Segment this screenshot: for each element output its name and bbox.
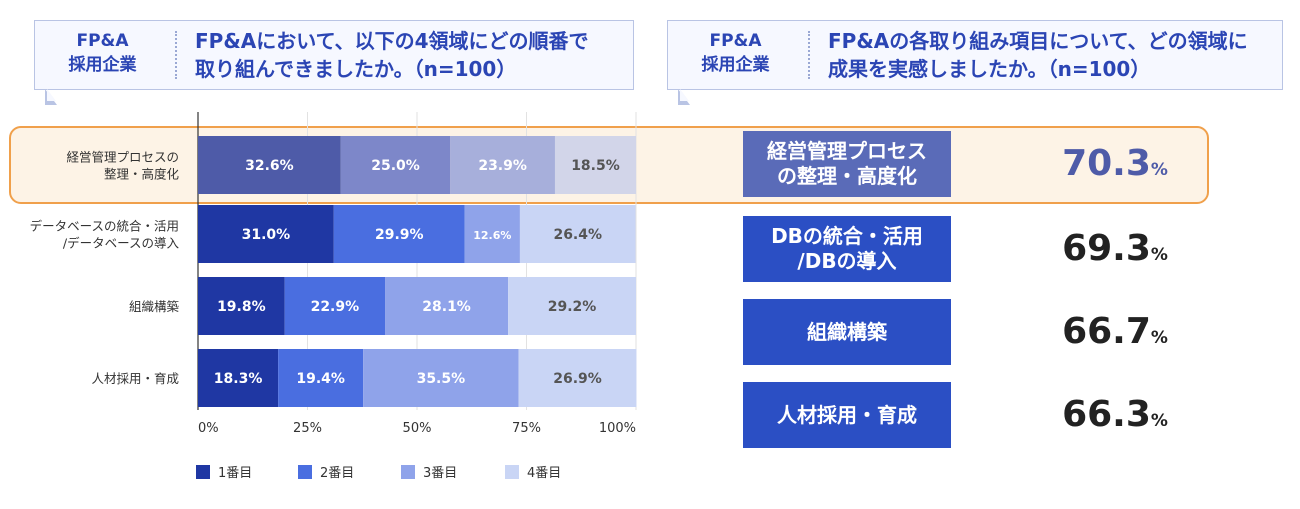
result-value-number: 66.3 <box>1062 394 1151 435</box>
right-tag: FP&A 採用企業 <box>668 29 803 77</box>
right-separator <box>808 31 810 79</box>
right-question-line2: 成果を実感しましたか。（n=100） <box>828 57 1151 81</box>
legend-label: 3番目 <box>423 466 457 481</box>
legend-label: 1番目 <box>218 466 252 481</box>
bar-segment <box>340 136 451 194</box>
stacked-bar-chart: 0% 25% 50% 75% 100% 経営管理プロセスの整理・高度化データベースの統合・… <box>30 112 637 481</box>
legend-swatch <box>298 465 312 479</box>
result-value: 69.3% <box>1040 228 1190 269</box>
result-label-box: 組織構築 <box>743 299 951 365</box>
left-question-line1: FP&Aにおいて、以下の4領域にどの順番で <box>195 29 589 53</box>
right-bubble-tail-fill <box>680 89 689 101</box>
data-label: 31.0% <box>242 227 291 243</box>
right-question-bubble: FP&A 採用企業 FP&Aの各取り組み項目について、どの領域に 成果を実感しま… <box>667 20 1283 105</box>
category-label: 整理・高度化 <box>104 167 180 182</box>
result-label-box: DBの統合・活用 /DBの導入 <box>743 216 951 282</box>
data-label: 26.9% <box>553 371 602 387</box>
bar-segment <box>450 136 555 194</box>
result-value-number: 70.3 <box>1062 143 1151 184</box>
category-label: 経営管理プロセスの <box>66 150 179 165</box>
result-label-box: 経営管理プロセス の整理・高度化 <box>743 131 951 197</box>
bar-segment <box>278 349 364 407</box>
x-tick-label: 25% <box>293 421 322 436</box>
data-label: 32.6% <box>245 158 294 174</box>
bar-segment <box>284 277 386 335</box>
result-value: 66.7% <box>1040 311 1190 352</box>
bar-segment <box>333 205 465 263</box>
result-label-box: 人材採用・育成 <box>743 382 951 448</box>
legend-swatch <box>401 465 415 479</box>
data-label: 22.9% <box>311 299 360 315</box>
category-label: 人材採用・育成 <box>91 371 179 386</box>
bar-segment <box>198 136 341 194</box>
bar-segment <box>519 205 636 263</box>
data-label: 18.5% <box>571 158 620 174</box>
data-label: 23.9% <box>478 158 527 174</box>
data-label: 26.4% <box>553 227 602 243</box>
bar-segment <box>363 349 519 407</box>
result-value-number: 66.7 <box>1062 311 1151 352</box>
category-label: 組織構築 <box>129 299 180 314</box>
data-label: 18.3% <box>214 371 263 387</box>
category-label: データベースの統合・活用 <box>30 219 179 234</box>
left-bubble-tail-fill <box>47 89 56 101</box>
data-label: 28.1% <box>422 299 471 315</box>
result-value-number: 69.3 <box>1062 228 1151 269</box>
right-question-line1: FP&Aの各取り組み項目について、どの領域に <box>828 29 1248 53</box>
data-label: 29.2% <box>548 299 597 315</box>
x-tick-label: 75% <box>512 421 541 436</box>
legend-swatch <box>505 465 519 479</box>
result-value-unit: % <box>1150 411 1168 431</box>
bar-segment <box>508 277 636 335</box>
data-label: 12.6% <box>473 229 511 242</box>
right-question: FP&Aの各取り組み項目について、どの領域に 成果を実感しましたか。（n=100… <box>828 27 1272 83</box>
left-tag: FP&A 採用企業 <box>35 29 170 77</box>
result-value-unit: % <box>1150 328 1168 348</box>
result-value: 66.3% <box>1040 394 1190 435</box>
category-label: /データベースの導入 <box>63 236 180 251</box>
left-question-bubble: FP&A 採用企業 FP&Aにおいて、以下の4領域にどの順番で 取り組んできまし… <box>34 20 634 105</box>
bar-segment <box>554 136 636 194</box>
data-label: 25.0% <box>371 158 420 174</box>
left-question-line2: 取り組んできましたか。（n=100） <box>195 57 517 81</box>
data-label: 19.8% <box>217 299 266 315</box>
x-tick-label: 100% <box>599 421 636 436</box>
bar-segment <box>518 349 637 407</box>
bar-segment <box>464 205 520 263</box>
data-label: 35.5% <box>417 371 466 387</box>
x-tick-label: 50% <box>403 421 432 436</box>
legend-swatch <box>196 465 210 479</box>
data-label: 29.9% <box>375 227 424 243</box>
result-value-unit: % <box>1150 160 1168 180</box>
result-value-unit: % <box>1150 245 1168 265</box>
data-label: 19.4% <box>296 371 345 387</box>
left-tag-line2: 採用企業 <box>68 55 137 75</box>
left-question: FP&Aにおいて、以下の4領域にどの順番で 取り組んできましたか。（n=100） <box>195 27 623 83</box>
legend-label: 4番目 <box>527 466 561 481</box>
left-separator <box>175 31 177 79</box>
bar-segment <box>385 277 509 335</box>
result-value: 70.3% <box>1040 143 1190 184</box>
left-tag-line1: FP&A <box>76 31 129 51</box>
x-tick-label: 0% <box>198 421 219 436</box>
right-tag-line1: FP&A <box>709 31 762 51</box>
bar-segment <box>198 277 285 335</box>
legend-label: 2番目 <box>320 466 354 481</box>
bar-segment <box>198 349 279 407</box>
right-tag-line2: 採用企業 <box>701 55 770 75</box>
bar-segment <box>198 205 334 263</box>
